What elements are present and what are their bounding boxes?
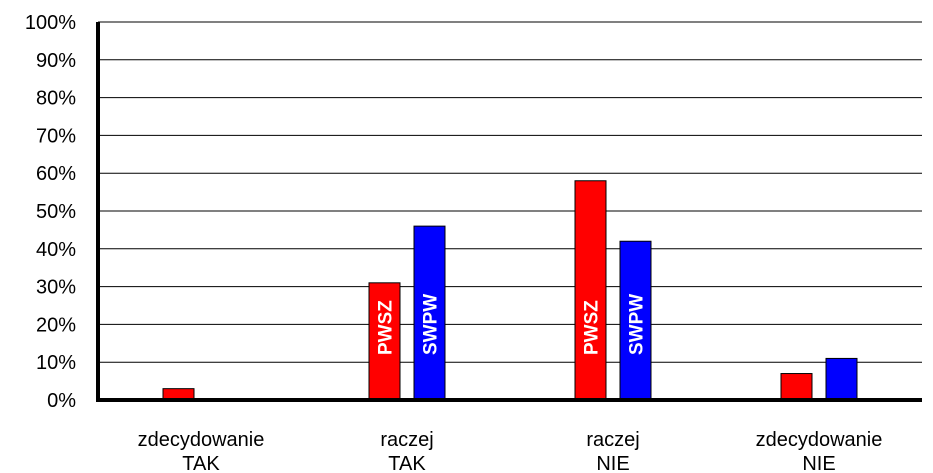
y-tick-label: 30% bbox=[36, 277, 76, 299]
x-category-label-line: NIE bbox=[802, 453, 835, 473]
bar bbox=[574, 180, 607, 401]
x-category-label: zdecydowanie NIE bbox=[756, 429, 883, 473]
y-tick-label: 80% bbox=[36, 88, 76, 110]
y-tick-label: 20% bbox=[36, 314, 76, 336]
x-category-label-line: TAK bbox=[388, 453, 426, 473]
y-tick-label: 0% bbox=[47, 390, 76, 412]
bar bbox=[780, 373, 813, 401]
x-category-label-line: raczej bbox=[380, 429, 433, 451]
x-category-label: raczej TAK bbox=[380, 429, 433, 473]
x-category-label-line: TAK bbox=[182, 453, 220, 473]
x-category-label-line: NIE bbox=[596, 453, 629, 473]
x-category-label-line: zdecydowanie bbox=[756, 429, 883, 451]
bar-label: SWPW bbox=[627, 294, 648, 355]
x-category-label-line: zdecydowanie bbox=[138, 429, 265, 451]
y-tick-label: 10% bbox=[36, 352, 76, 374]
y-tick-label: 90% bbox=[36, 50, 76, 72]
bar bbox=[368, 282, 401, 401]
x-category-label: zdecydowanie TAK bbox=[138, 429, 265, 473]
bar-label: PWSZ bbox=[582, 300, 603, 355]
bar bbox=[825, 357, 858, 401]
x-category-label: raczej NIE bbox=[586, 429, 639, 473]
y-tick-label: 40% bbox=[36, 239, 76, 261]
y-tick-label: 70% bbox=[36, 125, 76, 147]
x-category-label-line: raczej bbox=[586, 429, 639, 451]
bar-label: PWSZ bbox=[376, 300, 397, 355]
y-tick-label: 60% bbox=[36, 163, 76, 185]
bar-label: SWPW bbox=[421, 294, 442, 355]
y-tick-label: 100% bbox=[25, 12, 76, 34]
y-tick-label: 50% bbox=[36, 201, 76, 223]
